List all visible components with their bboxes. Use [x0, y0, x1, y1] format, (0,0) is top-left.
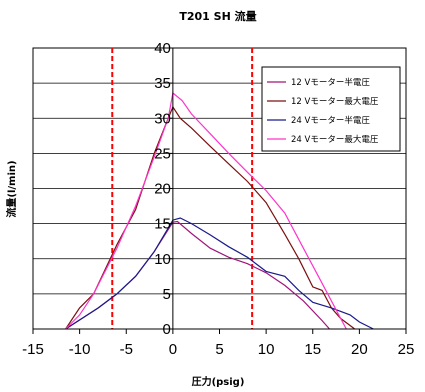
legend-entry: 24 Vモーター最大電圧 — [291, 134, 379, 145]
x-tick-label: -10 — [69, 341, 91, 358]
x-tick-label: 5 — [215, 341, 223, 358]
tick-labels: -15 -10 -5 0 5 10 15 20 25 0 5 10 15 20 25 30 35 40 — [22, 40, 414, 358]
y-tick-label: 35 — [154, 75, 171, 92]
y-tick-label: 25 — [154, 145, 171, 162]
y-tick-label: 0 — [163, 321, 171, 338]
legend-entry: 12 Vモーター半電圧 — [291, 77, 370, 88]
x-tick-label: 10 — [258, 341, 275, 358]
reference-lines — [111, 48, 254, 329]
y-tick-label: 20 — [154, 181, 171, 198]
x-tick-label: 25 — [398, 341, 415, 358]
y-tick-label: 40 — [154, 40, 171, 57]
x-tick-label: 15 — [304, 341, 321, 358]
y-tick-label: 5 — [163, 286, 171, 303]
legend: 12 Vモーター半電圧 12 Vモーター最大電圧 24 Vモーター半電圧 24 Vモー… — [261, 66, 401, 152]
chart-title: T201 SH 流量 — [179, 9, 256, 23]
x-tick-label: -15 — [22, 341, 44, 358]
series-lines — [65, 91, 374, 330]
legend-entry: 12 Vモーター最大電圧 — [291, 96, 379, 107]
series-line-3 — [65, 217, 374, 330]
legend-box — [261, 66, 401, 152]
x-tick-label: -5 — [120, 341, 133, 358]
legend-entry: 24 Vモーター半電圧 — [291, 115, 370, 126]
y-tick-label: 15 — [154, 216, 171, 233]
y-tick-label: 10 — [154, 251, 171, 268]
axes — [32, 47, 407, 334]
y-tick-label: 30 — [154, 110, 171, 127]
x-tick-label: 20 — [351, 341, 368, 358]
y-axis-label: 流量(l/min) — [5, 160, 18, 217]
x-tick-label: 0 — [169, 341, 177, 358]
series-line-4 — [65, 91, 347, 330]
x-axis-label: 圧力(psig) — [192, 375, 245, 388]
